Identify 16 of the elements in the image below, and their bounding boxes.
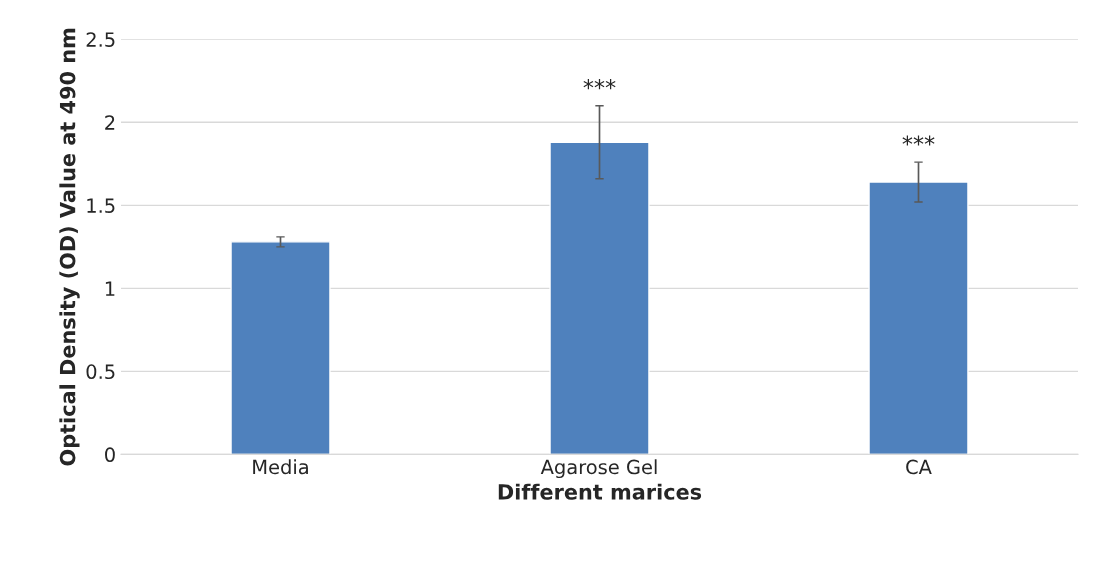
y-axis-title: Optical Density (OD) Value at 490 nm — [59, 28, 80, 466]
x-tick-label: Media — [253, 459, 308, 475]
y-tick-label: 0.5 — [86, 364, 115, 380]
annotation: *** — [902, 135, 935, 146]
bar — [230, 241, 331, 455]
x-tick-label: CA — [906, 459, 932, 475]
bar — [868, 181, 969, 455]
bar — [549, 141, 650, 455]
y-tick-label: 2 — [105, 115, 115, 130]
y-tick-label: 0 — [105, 447, 115, 463]
x-axis-title: Different marices — [498, 483, 702, 500]
y-tick-label: 1.5 — [87, 198, 115, 213]
x-tick-label: Agarose Gel — [540, 459, 657, 479]
y-tick-label: 2.5 — [86, 32, 115, 47]
y-tick-label: 1 — [105, 281, 115, 296]
annotation: *** — [583, 79, 616, 90]
